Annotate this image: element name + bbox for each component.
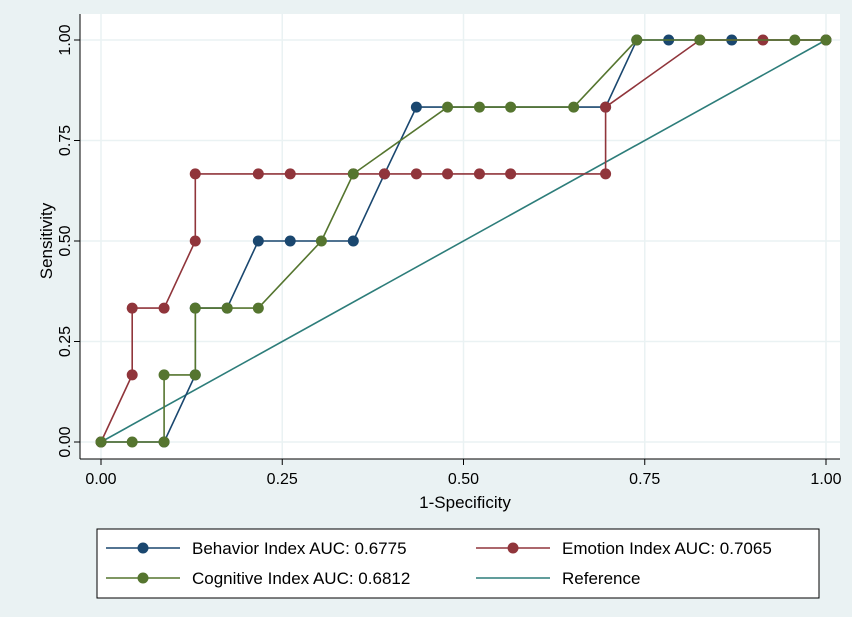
data-point (189, 168, 201, 180)
data-point (252, 235, 264, 247)
x-tick-label: 0.75 (629, 471, 660, 488)
data-point (473, 168, 485, 180)
data-point (600, 168, 612, 180)
data-point (252, 168, 264, 180)
data-point (158, 302, 170, 314)
legend-item: Emotion Index AUC: 0.7065 (476, 539, 772, 558)
data-point (568, 101, 580, 113)
data-point (410, 168, 422, 180)
data-point (189, 302, 201, 314)
y-tick-label: 0.50 (57, 225, 74, 256)
y-tick-label: 0.00 (57, 426, 74, 457)
data-point (442, 168, 454, 180)
data-point (505, 168, 517, 180)
data-point (473, 101, 485, 113)
x-axis-label: 1-Specificity (419, 493, 511, 512)
y-tick-label: 1.00 (57, 24, 74, 55)
grid-lines (80, 14, 840, 459)
data-point (694, 34, 706, 46)
x-tick-label: 0.00 (85, 471, 116, 488)
data-point (505, 101, 517, 113)
data-point (600, 101, 612, 113)
data-point (158, 436, 170, 448)
x-tick-label: 0.25 (267, 471, 298, 488)
data-point (378, 168, 390, 180)
series-line (100, 39, 827, 443)
data-point (820, 34, 832, 46)
data-point (221, 302, 233, 314)
legend: Behavior Index AUC: 0.6775 Emotion Index … (106, 539, 772, 588)
legend-label: Behavior Index AUC: 0.6775 (192, 539, 407, 558)
data-point (315, 235, 327, 247)
data-point (442, 101, 454, 113)
data-point (347, 235, 359, 247)
legend-marker (507, 542, 519, 554)
y-tick-label: 0.75 (57, 125, 74, 156)
plot-area (80, 14, 840, 459)
y-tick-label: 0.25 (57, 326, 74, 357)
data-point (126, 302, 138, 314)
legend-item: Behavior Index AUC: 0.6775 (106, 539, 407, 558)
legend-label: Reference (562, 569, 640, 588)
legend-item: Cognitive Index AUC: 0.6812 (106, 569, 410, 588)
series-cognitive (95, 34, 832, 448)
series-layer (95, 34, 832, 448)
legend-label: Cognitive Index AUC: 0.6812 (192, 569, 410, 588)
data-point (789, 34, 801, 46)
data-point (410, 101, 422, 113)
legend-label: Emotion Index AUC: 0.7065 (562, 539, 772, 558)
series-reference (100, 39, 827, 443)
series-line (101, 39, 826, 443)
data-point (284, 168, 296, 180)
y-axis-label: Sensitivity (37, 202, 56, 279)
data-point (158, 369, 170, 381)
data-point (189, 235, 201, 247)
data-point (126, 436, 138, 448)
legend-item: Reference (476, 569, 640, 588)
legend-marker (137, 572, 149, 584)
data-point (347, 168, 359, 180)
legend-marker (137, 542, 149, 554)
x-tick-label: 0.50 (448, 471, 479, 488)
data-point (189, 369, 201, 381)
x-axis-ticks: 0.00 0.25 0.50 0.75 1.00 (85, 459, 842, 488)
legend-box (96, 528, 820, 599)
data-point (631, 34, 643, 46)
data-point (252, 302, 264, 314)
x-tick-label: 1.00 (810, 471, 841, 488)
data-point (95, 436, 107, 448)
y-axis-ticks: 0.00 0.25 0.50 0.75 1.00 (57, 24, 80, 458)
data-point (126, 369, 138, 381)
data-point (284, 235, 296, 247)
